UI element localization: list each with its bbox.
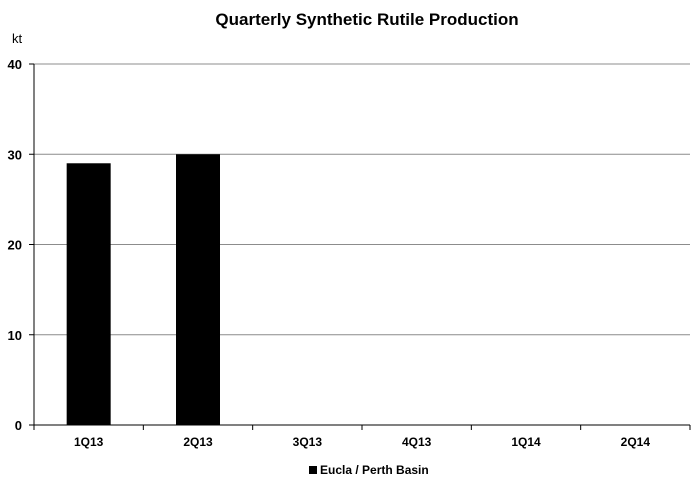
y-tick-label: 30: [8, 147, 22, 162]
x-tick-label: 1Q14: [511, 435, 541, 449]
chart-title: Quarterly Synthetic Rutile Production: [215, 10, 518, 29]
bars: [66, 154, 220, 425]
x-tick-label: 3Q13: [293, 435, 323, 449]
x-tick-labels: 1Q13 2Q13 3Q13 4Q13 1Q14 2Q14: [74, 435, 650, 449]
x-tick-label: 1Q13: [74, 435, 104, 449]
bar-2Q13: [176, 154, 220, 425]
x-tick-label: 2Q13: [183, 435, 213, 449]
y-tick-label: 10: [8, 328, 22, 343]
y-axis-unit-label: kt: [12, 31, 23, 46]
y-tick-label: 0: [15, 418, 22, 433]
y-tick-label: 40: [8, 57, 22, 72]
y-tick-labels: 0 10 20 30 40: [8, 57, 22, 433]
legend-swatch: [309, 466, 317, 474]
axes: [33, 64, 691, 430]
gridlines: [29, 63, 690, 426]
legend-label: Eucla / Perth Basin: [320, 463, 429, 477]
legend: Eucla / Perth Basin: [309, 463, 429, 477]
bar-1Q13: [66, 163, 111, 425]
x-tick-label: 2Q14: [621, 435, 651, 449]
x-tick-label: 4Q13: [402, 435, 432, 449]
y-tick-label: 20: [8, 238, 22, 253]
